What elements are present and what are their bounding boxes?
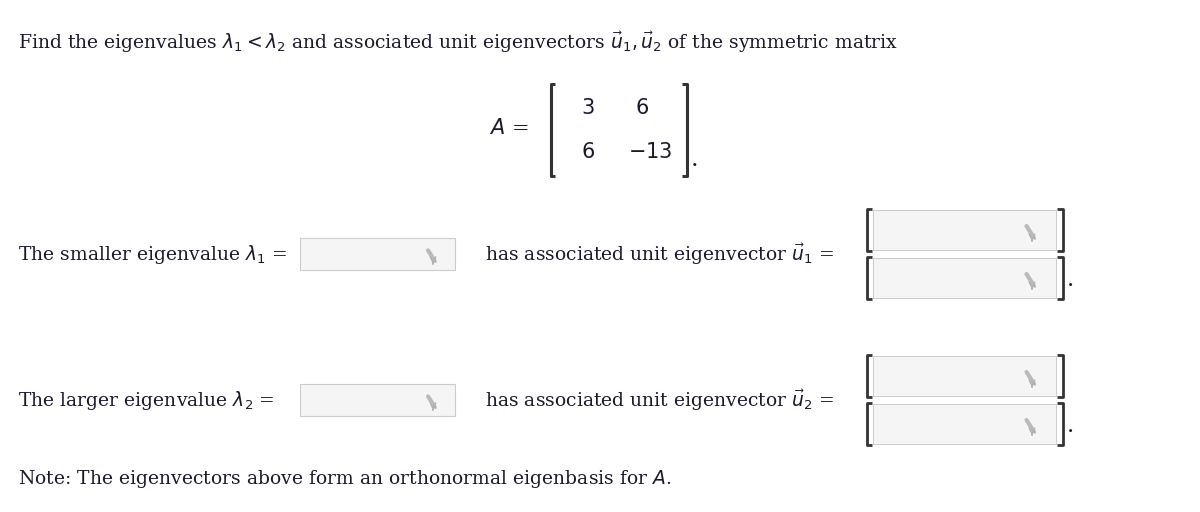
FancyBboxPatch shape (300, 384, 455, 416)
Text: $6$: $6$ (581, 142, 595, 162)
Text: has associated unit eigenvector $\vec{u}_2$ =: has associated unit eigenvector $\vec{u}… (485, 388, 834, 413)
Text: Note: The eigenvectors above form an orthonormal eigenbasis for $A$.: Note: The eigenvectors above form an ort… (18, 468, 672, 490)
Text: $\mathit{A}$ =: $\mathit{A}$ = (488, 118, 528, 138)
Text: Find the eigenvalues $\lambda_1 < \lambda_2$ and associated unit eigenvectors $\: Find the eigenvalues $\lambda_1 < \lambd… (18, 30, 898, 55)
Text: The smaller eigenvalue $\lambda_1$ =: The smaller eigenvalue $\lambda_1$ = (18, 243, 287, 266)
Text: .: . (1067, 269, 1074, 291)
Text: The larger eigenvalue $\lambda_2$ =: The larger eigenvalue $\lambda_2$ = (18, 389, 275, 412)
Text: $6$: $6$ (635, 98, 649, 118)
Text: $3$: $3$ (581, 98, 595, 118)
FancyBboxPatch shape (874, 404, 1056, 444)
FancyBboxPatch shape (874, 356, 1056, 396)
Text: .: . (690, 148, 698, 171)
FancyBboxPatch shape (300, 238, 455, 270)
FancyBboxPatch shape (874, 210, 1056, 250)
Text: has associated unit eigenvector $\vec{u}_1$ =: has associated unit eigenvector $\vec{u}… (485, 242, 834, 267)
Text: $-13$: $-13$ (628, 142, 672, 162)
Text: .: . (1067, 415, 1074, 437)
FancyBboxPatch shape (874, 258, 1056, 298)
